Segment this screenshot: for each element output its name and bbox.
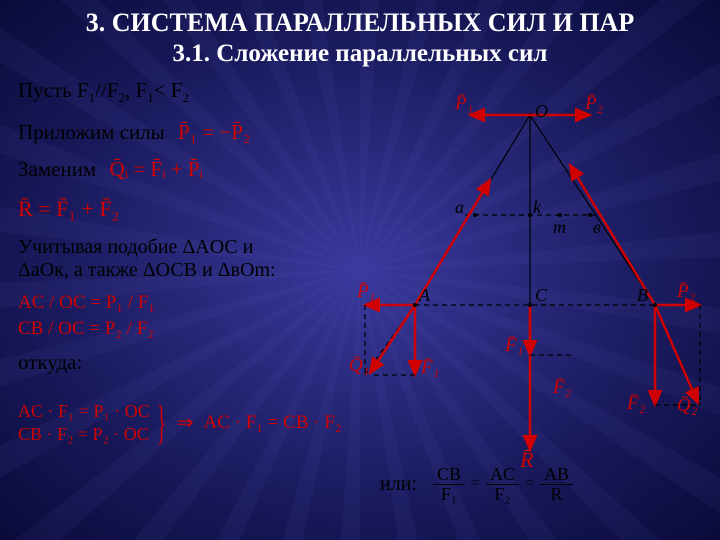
lbl-Q1: Q̄₁ xyxy=(349,355,369,377)
similar-text: Учитывая подобие ΔAОС и ΔаОк, а также ΔО… xyxy=(18,236,348,282)
lbl-F1b: F̄₁ xyxy=(505,335,523,357)
lbl-a: a xyxy=(455,197,464,218)
lbl-P1b: P̄₁ xyxy=(357,281,375,303)
lbl-B: B xyxy=(637,285,648,306)
apply-eq: P̄₁ = −P̄₂ xyxy=(178,120,250,144)
lbl-m: m xyxy=(553,217,566,238)
lbl-O: O xyxy=(535,101,548,122)
lbl-b: в xyxy=(593,217,601,238)
lbl-P2-top: P̄₂ xyxy=(585,93,603,115)
lbl-F2: F̄₂ xyxy=(627,393,645,415)
lbl-F2b: F̄₂ xyxy=(553,377,571,399)
lbl-F1: F̄₁ xyxy=(421,357,439,379)
lbl-R: R̄ xyxy=(520,447,533,473)
lbl-Q2: Q̄₂ xyxy=(677,395,697,417)
force-diagram: O P̄₁ P̄₂ a k m в A С B P̄₁ P̄₂ F̄₁ F̄₂ … xyxy=(355,95,705,495)
lbl-P2b: P̄₂ xyxy=(677,281,695,303)
title-main: 3. СИСТЕМА ПАРАЛЛЕЛЬНЫХ СИЛ И ПАР xyxy=(18,8,702,38)
replace-eq: Q̄ᵢ = F̄ᵢ + P̄ᵢ xyxy=(109,157,203,181)
title-sub: 3.1. Сложение параллельных сил xyxy=(18,40,702,68)
lbl-A: A xyxy=(419,285,430,306)
lbl-C: С xyxy=(535,285,547,306)
system-eq: AC · F₁ = P₁ · OC CB · F₂ = P₂ · OC } ⇒ … xyxy=(18,395,342,450)
lbl-k: k xyxy=(533,197,541,218)
lbl-P1-top: P̄₁ xyxy=(455,93,473,115)
